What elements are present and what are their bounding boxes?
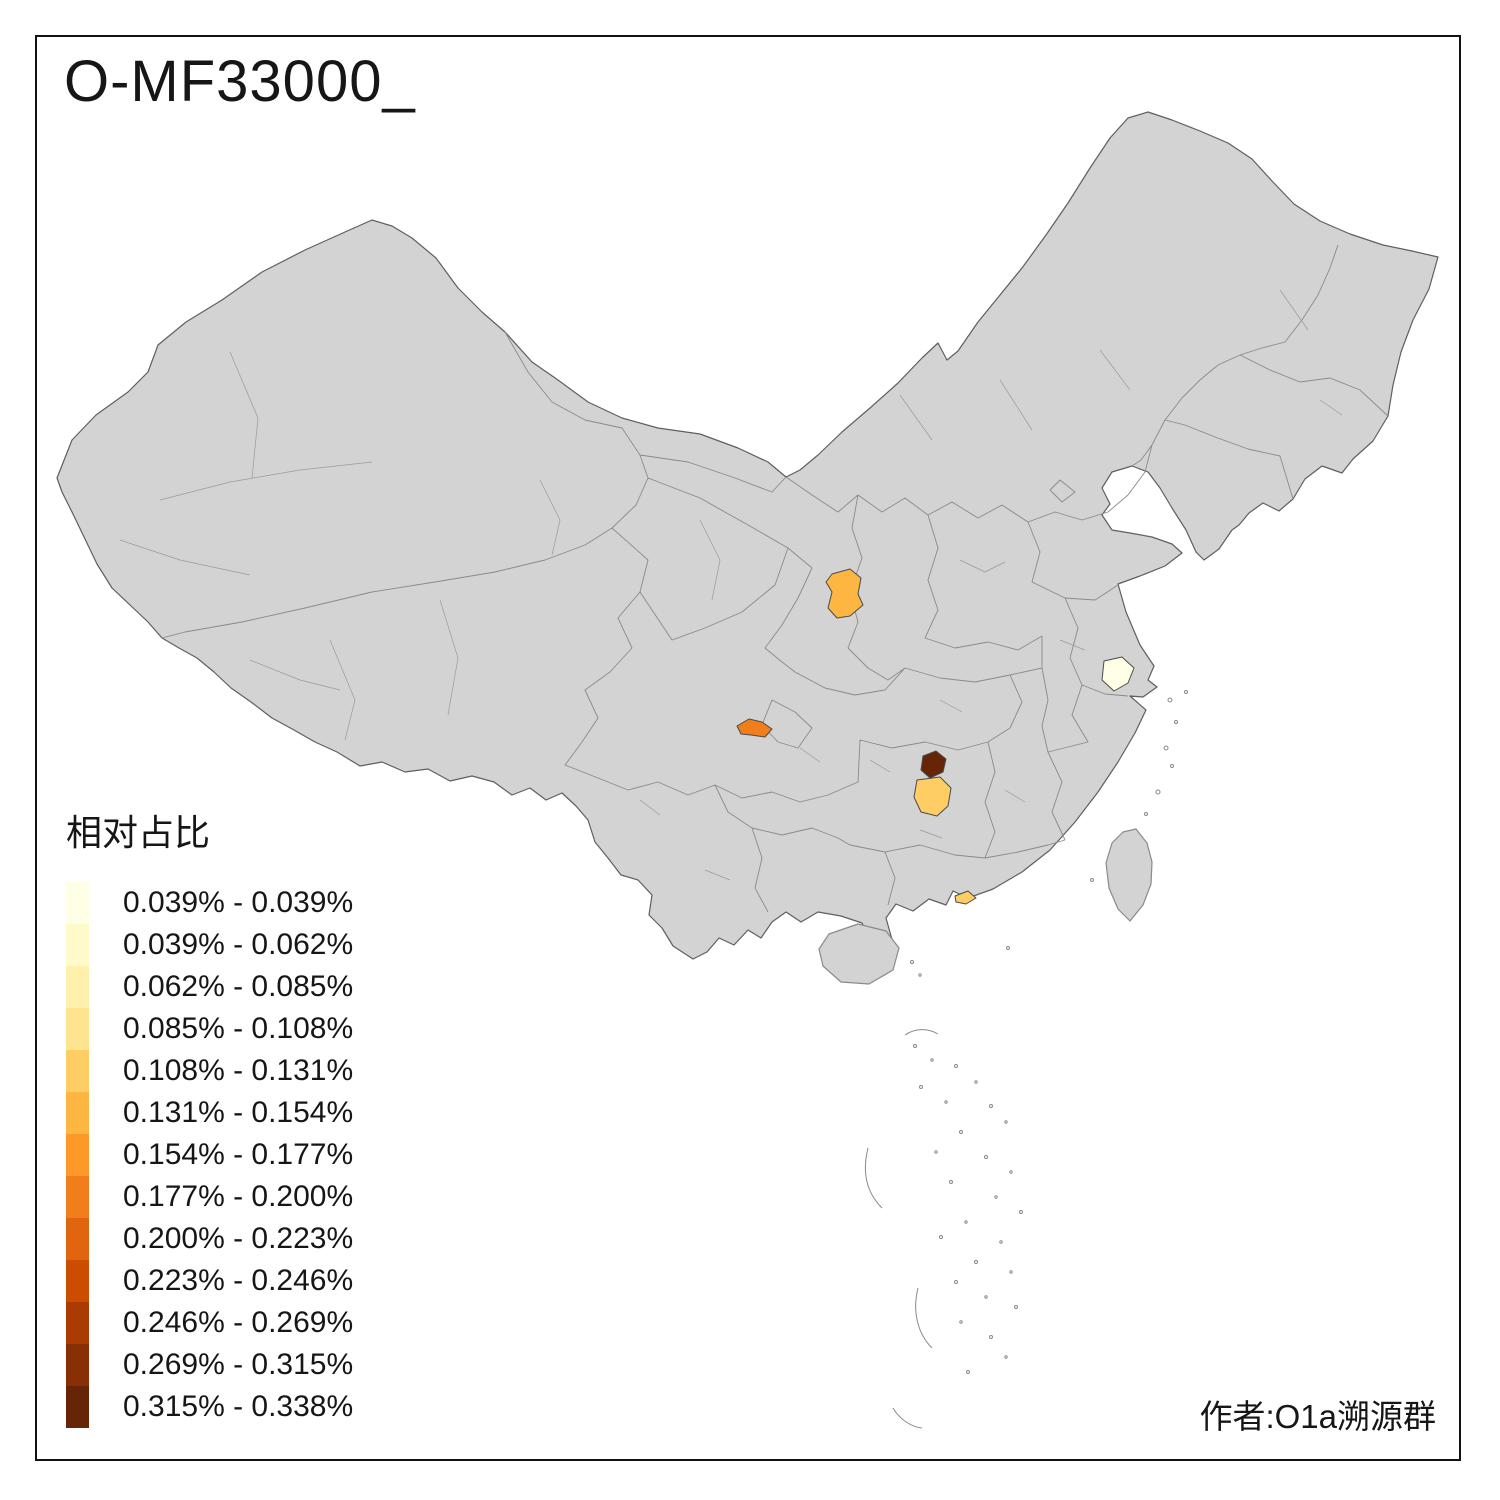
land-layer bbox=[56, 111, 1439, 1429]
legend-label: 0.315% - 0.338% bbox=[123, 1390, 354, 1423]
legend-item: 0.223% - 0.246% bbox=[66, 1260, 353, 1302]
legend-item: 0.177% - 0.200% bbox=[66, 1176, 353, 1218]
legend-swatch bbox=[66, 1386, 89, 1428]
attribution-text: 作者:O1a溯源群 bbox=[1199, 1398, 1436, 1435]
legend-label: 0.246% - 0.269% bbox=[123, 1306, 354, 1339]
taiwan-island bbox=[1105, 828, 1153, 922]
hainan-island bbox=[818, 923, 900, 985]
legend-label: 0.177% - 0.200% bbox=[123, 1180, 354, 1213]
legend-label: 0.154% - 0.177% bbox=[123, 1138, 354, 1171]
legend-swatch bbox=[66, 1260, 89, 1302]
legend-label: 0.085% - 0.108% bbox=[123, 1012, 354, 1045]
legend-item: 0.269% - 0.315% bbox=[66, 1344, 353, 1386]
legend-title: 相对占比 bbox=[66, 812, 211, 853]
south-china-sea-islands bbox=[864, 690, 1188, 1429]
legend-item: 0.315% - 0.338% bbox=[66, 1386, 353, 1428]
legend-label: 0.039% - 0.039% bbox=[123, 886, 354, 919]
legend-label: 0.131% - 0.154% bbox=[123, 1096, 354, 1129]
legend-label: 0.108% - 0.131% bbox=[123, 1054, 354, 1087]
legend-item: 0.246% - 0.269% bbox=[66, 1302, 353, 1344]
legend-swatch bbox=[66, 1176, 89, 1218]
legend-item: 0.039% - 0.062% bbox=[66, 924, 353, 966]
legend-swatch bbox=[66, 1218, 89, 1260]
legend-label: 0.223% - 0.246% bbox=[123, 1264, 354, 1297]
legend-item: 0.200% - 0.223% bbox=[66, 1218, 353, 1260]
legend-swatch bbox=[66, 1050, 89, 1092]
highlighted-regions bbox=[736, 568, 1135, 905]
legend-swatch bbox=[66, 966, 89, 1008]
prefecture-boundaries bbox=[119, 289, 1343, 881]
highlight-region-3 bbox=[920, 750, 947, 779]
legend-label: 0.269% - 0.315% bbox=[123, 1348, 354, 1381]
legend: 相对占比 0.039% - 0.039% 0.039% - 0.062% 0.0… bbox=[66, 804, 353, 1428]
legend-swatch bbox=[66, 1344, 89, 1386]
china-mainland bbox=[56, 111, 1439, 960]
legend-item: 0.039% - 0.039% bbox=[66, 882, 353, 924]
legend-swatch bbox=[66, 1302, 89, 1344]
legend-swatch bbox=[66, 1092, 89, 1134]
legend-swatch bbox=[66, 882, 89, 924]
legend-label: 0.200% - 0.223% bbox=[123, 1222, 354, 1255]
highlight-region-2 bbox=[736, 718, 773, 738]
legend-item: 0.085% - 0.108% bbox=[66, 1008, 353, 1050]
legend-swatch bbox=[66, 1008, 89, 1050]
legend-item: 0.154% - 0.177% bbox=[66, 1134, 353, 1176]
map-frame bbox=[35, 35, 1461, 1461]
legend-swatch bbox=[66, 924, 89, 966]
legend-item: 0.108% - 0.131% bbox=[66, 1050, 353, 1092]
legend-item: 0.062% - 0.085% bbox=[66, 966, 353, 1008]
legend-swatch bbox=[66, 1134, 89, 1176]
highlight-region-5 bbox=[1101, 656, 1135, 692]
legend-item: 0.131% - 0.154% bbox=[66, 1092, 353, 1134]
highlight-region-6 bbox=[954, 890, 977, 905]
legend-label: 0.062% - 0.085% bbox=[123, 970, 354, 1003]
page-title: O-MF33000_ bbox=[64, 49, 416, 114]
highlight-region-1 bbox=[825, 568, 864, 619]
highlight-region-4 bbox=[913, 776, 952, 817]
legend-label: 0.039% - 0.062% bbox=[123, 928, 354, 961]
